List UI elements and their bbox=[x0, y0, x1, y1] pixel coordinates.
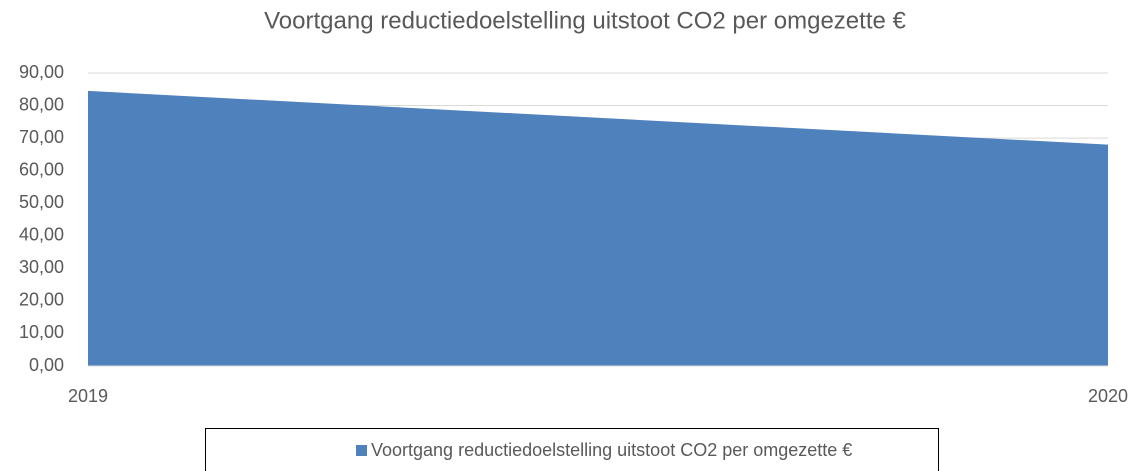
y-tick-label: 60,00 bbox=[19, 159, 64, 179]
y-tick-label: 80,00 bbox=[19, 94, 64, 114]
legend-label: Voortgang reductiedoelstelling uitstoot … bbox=[371, 440, 852, 460]
y-tick-label: 20,00 bbox=[19, 290, 64, 310]
y-tick-label: 10,00 bbox=[19, 322, 64, 342]
y-tick-label: 50,00 bbox=[19, 192, 64, 212]
chart-title: Voortgang reductiedoelstelling uitstoot … bbox=[264, 7, 906, 34]
area bbox=[88, 90, 1108, 367]
x-tick-label: 2020 bbox=[1088, 386, 1128, 406]
y-tick-label: 40,00 bbox=[19, 225, 64, 245]
legend-swatch bbox=[356, 445, 367, 456]
y-tick-label: 70,00 bbox=[19, 127, 64, 147]
x-tick-label: 2019 bbox=[68, 386, 108, 406]
y-tick-label: 30,00 bbox=[19, 257, 64, 277]
y-tick-label: 90,00 bbox=[19, 62, 64, 82]
y-tick-label: 0,00 bbox=[29, 355, 64, 375]
legend-box bbox=[205, 428, 939, 471]
